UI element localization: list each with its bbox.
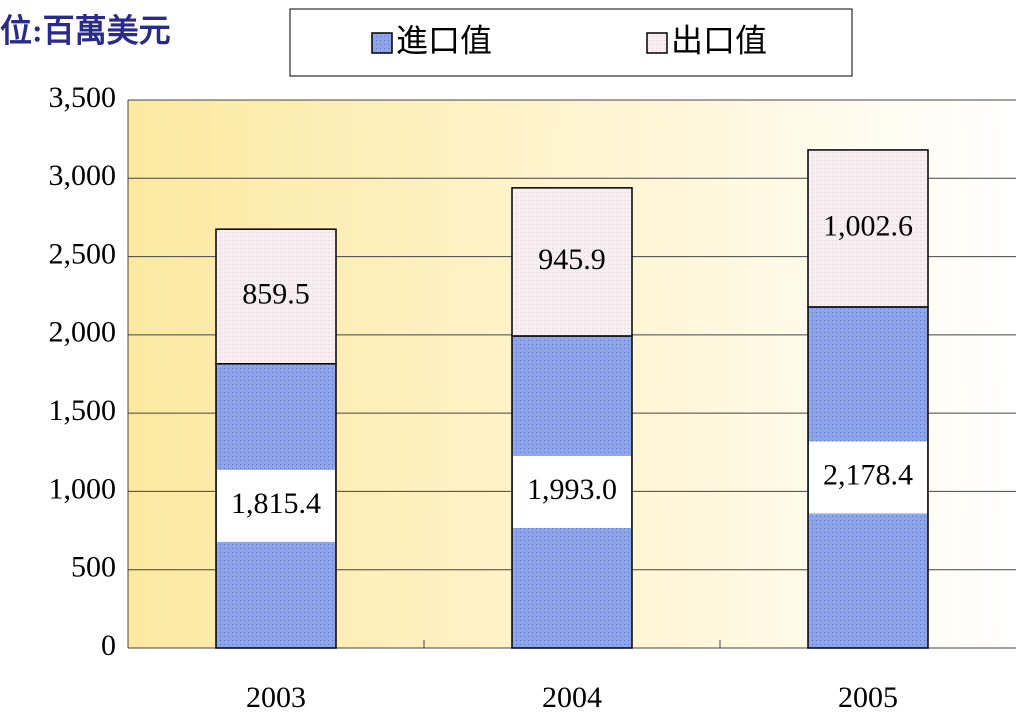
value-label: 1,993.0 [527, 473, 617, 506]
y-tick-label: 0 [101, 629, 116, 662]
y-tick-label: 1,500 [49, 394, 117, 427]
value-label: 1,002.6 [823, 209, 913, 242]
bar-segment [807, 149, 929, 308]
legend-label: 出口值 [671, 22, 767, 58]
value-label: 859.5 [242, 277, 310, 310]
x-tick-label: 2003 [246, 681, 306, 714]
legend-label: 進口值 [396, 22, 492, 58]
value-label-bg [217, 469, 335, 542]
y-tick-label: 2,500 [49, 237, 117, 270]
value-label: 2,178.4 [823, 458, 913, 491]
legend-swatch [371, 32, 393, 54]
x-tick-label: 2004 [542, 681, 602, 714]
value-label: 1,815.4 [231, 487, 321, 520]
value-label-bg [513, 455, 631, 528]
y-tick-label: 1,000 [49, 472, 117, 505]
y-tick-label: 3,500 [49, 81, 117, 114]
legend-swatch [646, 32, 668, 54]
bar-segment [215, 228, 337, 365]
x-tick-label: 2005 [838, 681, 898, 714]
bar-segment [511, 187, 633, 337]
value-label-bg [809, 441, 927, 514]
value-label: 945.9 [538, 243, 606, 276]
y-tick-label: 2,000 [49, 316, 117, 349]
y-tick-label: 500 [71, 551, 116, 584]
y-tick-label: 3,000 [49, 159, 117, 192]
chart-title: 位:百萬美元 [0, 12, 171, 48]
